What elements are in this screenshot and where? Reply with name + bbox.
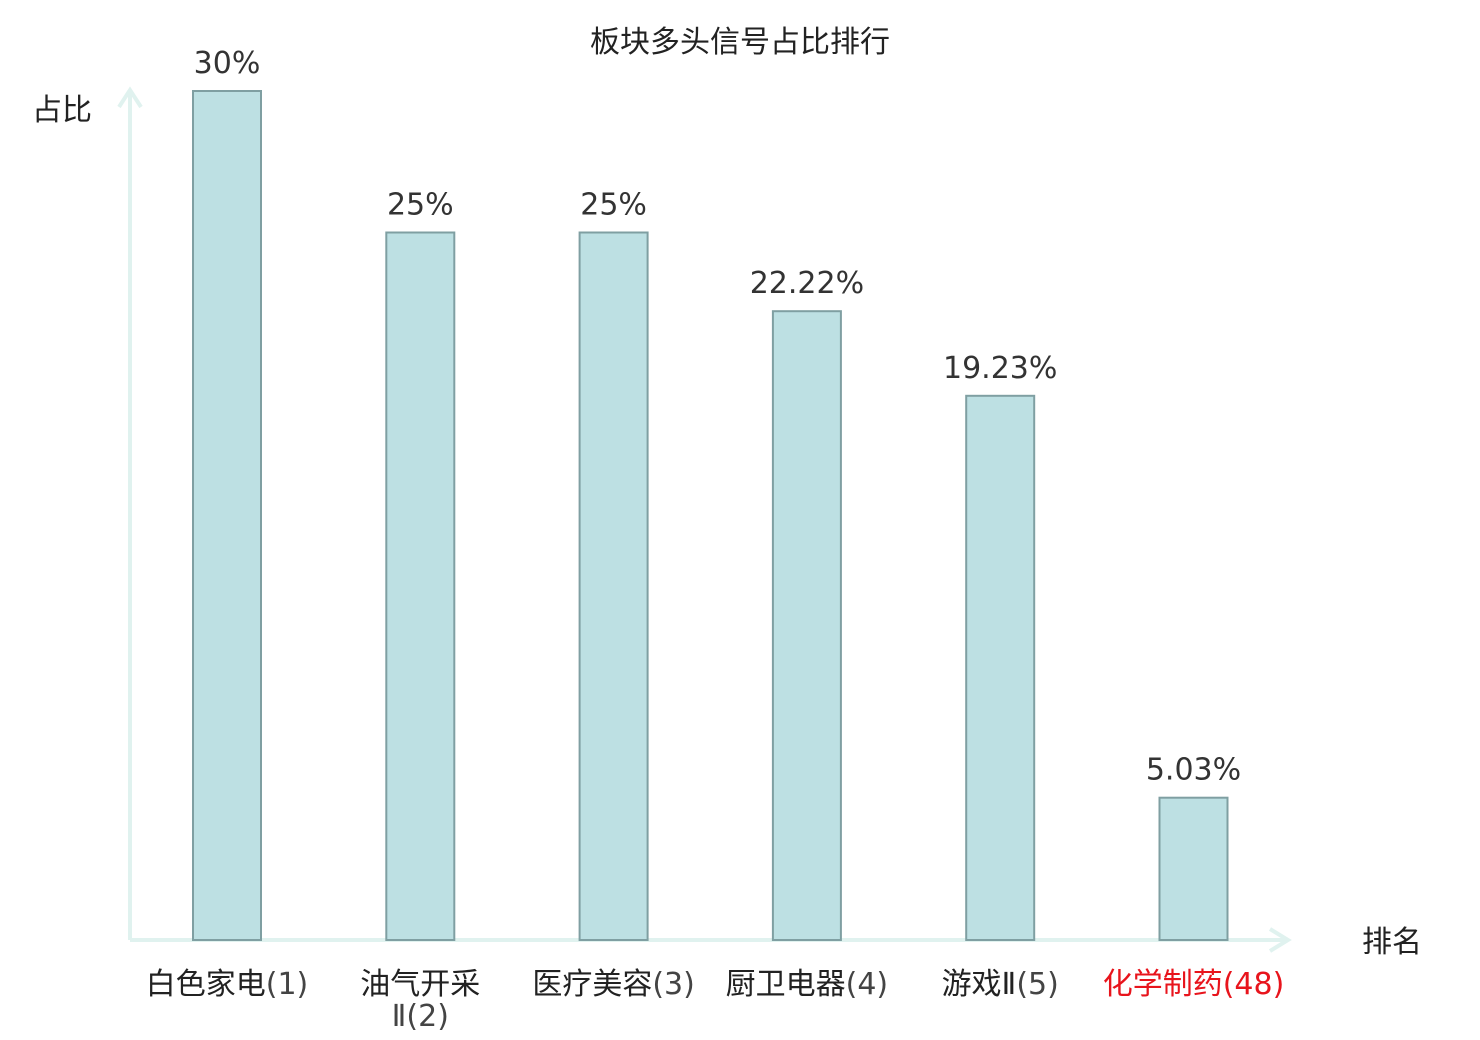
y-axis-label: 占比 [32, 93, 92, 128]
category-label-4: 厨卫电器(4) [726, 967, 889, 1002]
category-label-2: 油气开采 [360, 967, 480, 1002]
x-axis-label: 排名 [1362, 925, 1422, 960]
category-label-2-line2: Ⅱ(2) [392, 999, 449, 1034]
bar-4 [771, 310, 842, 941]
bar-6 [1158, 796, 1229, 942]
bar-1 [192, 90, 262, 941]
x-axis-arrow-icon [1268, 927, 1292, 953]
category-label-5: 游戏Ⅱ(5) [942, 967, 1059, 1002]
x-axis [130, 927, 1292, 953]
category-label-1: 白色家电(1) [146, 967, 309, 1002]
category-label-3: 医疗美容(3) [532, 967, 695, 1002]
chart-title: 板块多头信号占比排行 [590, 25, 890, 60]
bar-3 [578, 231, 649, 941]
value-label-1: 30% [194, 46, 261, 81]
y-axis [117, 86, 143, 940]
value-label-2: 25% [387, 188, 454, 223]
bar-series [192, 90, 1229, 942]
value-label-3: 25% [580, 188, 647, 223]
value-labels: 30% 25% 25% 22.22% 19.23% 5.03% [194, 46, 1242, 788]
value-label-4: 22.22% [750, 266, 864, 301]
y-axis-arrow-icon [117, 86, 143, 109]
value-label-6: 5.03% [1146, 753, 1241, 788]
value-label-5: 19.23% [943, 351, 1057, 386]
category-label-6: 化学制药(48) [1103, 967, 1285, 1002]
bar-2 [385, 231, 456, 941]
bar-5 [965, 394, 1036, 941]
